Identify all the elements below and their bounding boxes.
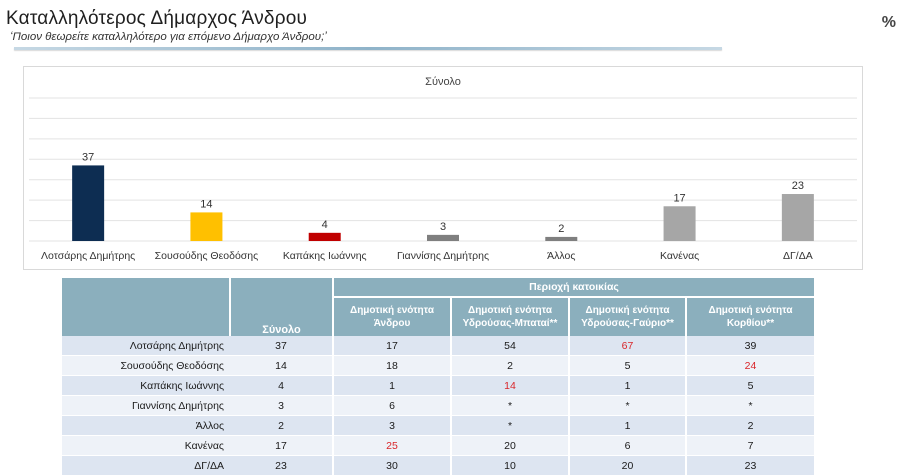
table-cell: * bbox=[569, 395, 687, 416]
table-cell: 6 bbox=[569, 435, 687, 456]
table-row: ΔΓ/ΔΑ 23 30 10 20 23 bbox=[62, 455, 814, 476]
category-label: Σουσούδης Θεοδόσης bbox=[155, 250, 259, 262]
table-row: Λοτσάρης Δημήτρης 37 17 54 67 39 bbox=[62, 336, 814, 356]
bar-value-label: 17 bbox=[673, 192, 685, 204]
bar-chart: Σύνολο 37 Λοτσάρης Δημήτρης 14 Σουσούδης Θε… bbox=[23, 66, 863, 270]
header-column: Δημοτική ενότητα Υδρούσας-Γαύριο** bbox=[569, 297, 687, 336]
table-cell: 23 bbox=[230, 455, 334, 476]
bar-value-label: 23 bbox=[792, 180, 804, 192]
table-cell: 2 bbox=[451, 355, 570, 376]
table-cell: 7 bbox=[686, 435, 814, 456]
table-cell: 1 bbox=[333, 375, 452, 396]
chart-title: Σύνολο bbox=[425, 76, 461, 88]
table-cell: 17 bbox=[333, 336, 452, 356]
bar bbox=[72, 165, 105, 241]
page-title: Καταλληλότερος Δήμαρχος Άνδρου bbox=[6, 8, 308, 29]
bar-value-label: 37 bbox=[82, 151, 94, 163]
row-label: Σουσούδης Θεοδόσης bbox=[62, 355, 230, 376]
header-corner bbox=[62, 278, 231, 336]
header-column: Δημοτική ενότητα Άνδρου bbox=[333, 297, 452, 336]
table-cell: 37 bbox=[230, 336, 334, 356]
bar bbox=[190, 212, 223, 241]
chart-canvas: 37 Λοτσάρης Δημήτρης 14 Σουσούδης Θεοδόσης 4… bbox=[29, 97, 857, 262]
bar bbox=[427, 234, 459, 241]
title-underline bbox=[14, 47, 722, 50]
row-label: Λοτσάρης Δημήτρης bbox=[62, 336, 230, 356]
table-cell: 67 bbox=[569, 336, 687, 356]
table-cell: 6 bbox=[333, 395, 452, 416]
table-cell: 20 bbox=[451, 435, 570, 456]
table-cell: 2 bbox=[230, 415, 334, 436]
category-label: Άλλος bbox=[547, 250, 575, 262]
row-label: ΔΓ/ΔΑ bbox=[62, 455, 230, 476]
table-cell: 20 bbox=[569, 455, 687, 476]
table-cell: 2 bbox=[686, 415, 814, 436]
table-cell: 17 bbox=[230, 435, 334, 456]
table-row: Άλλος 2 3 * 1 2 bbox=[62, 415, 814, 436]
table-cell: 14 bbox=[451, 375, 570, 396]
table-cell: 23 bbox=[686, 455, 814, 476]
row-label: Γιαννίσης Δημήτρης bbox=[62, 395, 230, 416]
table-cell: 3 bbox=[230, 395, 334, 416]
bar bbox=[308, 232, 341, 241]
bar bbox=[781, 194, 814, 241]
crosstab-table: Σύνολο Περιοχή κατοικίας Δημοτική ενότητ… bbox=[62, 278, 814, 476]
row-label: Άλλος bbox=[62, 415, 230, 436]
bar bbox=[545, 236, 578, 241]
header-column: Δημοτική ενότητα Υδρούσας-Μπαταί** bbox=[451, 297, 570, 336]
table-cell: 3 bbox=[333, 415, 452, 436]
table-row: Σουσούδης Θεοδόσης 14 18 2 5 24 bbox=[62, 355, 814, 376]
category-label: Γιαννίσης Δημήτρης bbox=[397, 250, 489, 262]
page-subtitle: ‘Ποιον θεωρείτε καταλληλότερο για επόμεν… bbox=[10, 31, 327, 43]
table-cell: 1 bbox=[569, 375, 687, 396]
bar-value-label: 4 bbox=[322, 219, 328, 231]
table-cell: 5 bbox=[686, 375, 814, 396]
table-cell: 1 bbox=[569, 415, 687, 436]
table-row: Γιαννίσης Δημήτρης 3 6 * * * bbox=[62, 395, 814, 416]
table-cell: 10 bbox=[451, 455, 570, 476]
table-cell: 5 bbox=[569, 355, 687, 376]
table-cell: * bbox=[686, 395, 814, 416]
table-cell: * bbox=[451, 395, 570, 416]
table-cell: 30 bbox=[333, 455, 452, 476]
table-cell: 4 bbox=[230, 375, 334, 396]
table-cell: 24 bbox=[686, 355, 814, 376]
table-cell: 18 bbox=[333, 355, 452, 376]
header-column: Δημοτική ενότητα Κορθίου** bbox=[686, 297, 814, 336]
row-label: Κανένας bbox=[62, 435, 230, 456]
unit-label: % bbox=[881, 14, 896, 31]
bar bbox=[663, 206, 696, 241]
header-group: Περιοχή κατοικίας bbox=[333, 278, 814, 298]
bar-value-label: 14 bbox=[200, 198, 212, 210]
table-cell: * bbox=[451, 415, 570, 436]
category-label: Λοτσάρης Δημήτρης bbox=[41, 250, 135, 262]
category-label: ΔΓ/ΔΑ bbox=[783, 250, 813, 262]
table-cell: 54 bbox=[451, 336, 570, 356]
category-label: Καπάκης Ιωάννης bbox=[283, 250, 367, 262]
header-total: Σύνολο bbox=[230, 278, 334, 336]
bar-value-label: 2 bbox=[558, 223, 564, 235]
table-row: Καπάκης Ιωάννης 4 1 14 1 5 bbox=[62, 375, 814, 396]
table-row: Κανένας 17 25 20 6 7 bbox=[62, 435, 814, 456]
table-cell: 14 bbox=[230, 355, 334, 376]
table-cell: 39 bbox=[686, 336, 814, 356]
row-label: Καπάκης Ιωάννης bbox=[62, 375, 230, 396]
table-cell: 25 bbox=[333, 435, 452, 456]
bar-value-label: 3 bbox=[440, 221, 446, 233]
category-label: Κανένας bbox=[660, 250, 699, 262]
